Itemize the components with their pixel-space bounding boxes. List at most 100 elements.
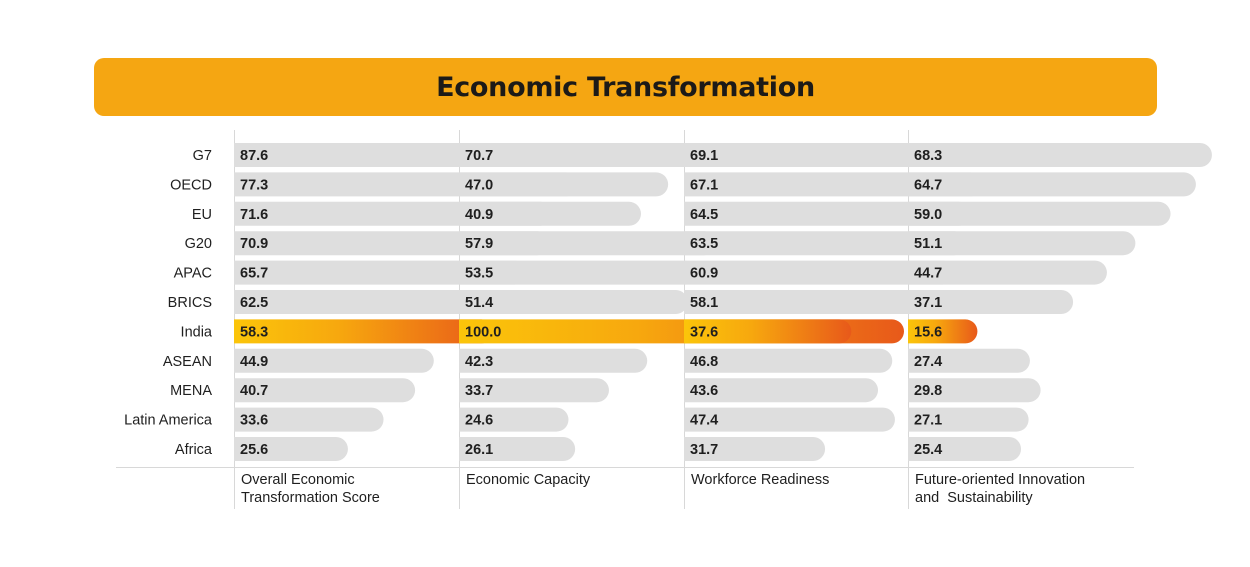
value-label: 64.7: [914, 177, 942, 193]
bar: [908, 143, 1212, 167]
value-label: 70.7: [465, 148, 493, 164]
value-label: 70.9: [240, 236, 268, 252]
series-label: Overall Economic: [241, 472, 355, 488]
bar: [459, 290, 688, 314]
value-label: 77.3: [240, 177, 268, 193]
category-label: EU: [192, 207, 212, 223]
value-label: 27.1: [914, 413, 942, 429]
chart-title: Economic Transformation: [436, 71, 815, 103]
series-label: Transformation Score: [241, 490, 380, 506]
value-label: 43.6: [690, 383, 718, 399]
bar: [459, 201, 642, 226]
bar: [684, 172, 983, 197]
value-label: 40.9: [465, 207, 493, 223]
bar-highlight: [908, 319, 978, 344]
value-label: 47.0: [465, 177, 493, 193]
value-label: 33.6: [240, 413, 268, 429]
bar: [459, 172, 669, 197]
bar: [234, 290, 513, 314]
value-label: 33.7: [465, 383, 493, 399]
value-label: 42.3: [465, 354, 493, 370]
bar: [908, 172, 1196, 197]
value-label: 65.7: [240, 266, 268, 282]
value-label: 25.4: [914, 442, 942, 458]
value-label: 26.1: [465, 442, 493, 458]
bar: [459, 437, 576, 461]
bar: [459, 407, 569, 432]
bar: [459, 348, 648, 373]
series-label: Workforce Readiness: [691, 472, 829, 488]
value-label: 25.6: [240, 442, 268, 458]
bar: [908, 231, 1136, 256]
bar: [684, 437, 826, 461]
value-label: 51.1: [914, 236, 942, 252]
value-label: 37.1: [914, 295, 942, 311]
category-label: India: [181, 324, 213, 340]
value-label: 62.5: [240, 295, 268, 311]
value-label: 57.9: [465, 236, 493, 252]
series-label: Economic Capacity: [466, 472, 591, 488]
value-label: 29.8: [914, 383, 942, 399]
bar: [908, 348, 1030, 373]
bar: [908, 378, 1041, 403]
bar: [459, 378, 609, 403]
bar: [908, 290, 1074, 314]
value-label: 64.5: [690, 207, 718, 223]
bar: [234, 407, 384, 432]
bar: [908, 260, 1107, 285]
value-label: 58.1: [690, 295, 718, 311]
bar: [234, 260, 527, 285]
value-label: 24.6: [465, 413, 493, 429]
category-label: Latin America: [124, 413, 213, 429]
bar: [234, 437, 348, 461]
category-label: BRICS: [168, 295, 212, 311]
category-label: Africa: [175, 442, 213, 458]
bar: [908, 437, 1022, 461]
category-label: MENA: [170, 383, 212, 399]
value-label: 47.4: [690, 413, 718, 429]
value-label: 63.5: [690, 236, 718, 252]
value-label: 46.8: [690, 354, 718, 370]
bar: [908, 407, 1029, 432]
bar: [684, 231, 967, 256]
value-label: 58.3: [240, 324, 268, 340]
bar-highlight: [234, 319, 494, 344]
value-label: 15.6: [914, 324, 942, 340]
value-label: 59.0: [914, 207, 942, 223]
value-label: 27.4: [914, 354, 942, 370]
value-label: 51.4: [465, 295, 493, 311]
bar-highlight: [684, 319, 852, 344]
value-label: 87.6: [240, 148, 268, 164]
category-label: G20: [185, 236, 212, 252]
value-label: 31.7: [690, 442, 718, 458]
series-label: Future-oriented Innovation: [915, 472, 1085, 488]
bar: [234, 378, 416, 403]
series-label: and Sustainability: [915, 490, 1033, 506]
bar: [459, 231, 717, 256]
value-label: 71.6: [240, 207, 268, 223]
value-label: 44.9: [240, 354, 268, 370]
value-label: 69.1: [690, 148, 718, 164]
bar: [459, 260, 698, 285]
value-label: 67.1: [690, 177, 718, 193]
category-label: OECD: [170, 177, 212, 193]
value-label: 68.3: [914, 148, 942, 164]
bar: [684, 348, 893, 373]
bar: [684, 407, 895, 432]
bar: [684, 378, 879, 403]
category-label: APAC: [174, 266, 212, 282]
value-label: 60.9: [690, 266, 718, 282]
value-label: 37.6: [690, 324, 718, 340]
bar: [684, 201, 972, 226]
category-label: G7: [193, 148, 212, 164]
bar: [908, 201, 1171, 226]
category-label: ASEAN: [163, 354, 212, 370]
bar: [234, 348, 434, 373]
value-label: 53.5: [465, 266, 493, 282]
bar: [684, 260, 956, 285]
value-label: 100.0: [465, 324, 501, 340]
value-label: 40.7: [240, 383, 268, 399]
value-label: 44.7: [914, 266, 942, 282]
title-banner: Economic Transformation: [94, 58, 1157, 116]
